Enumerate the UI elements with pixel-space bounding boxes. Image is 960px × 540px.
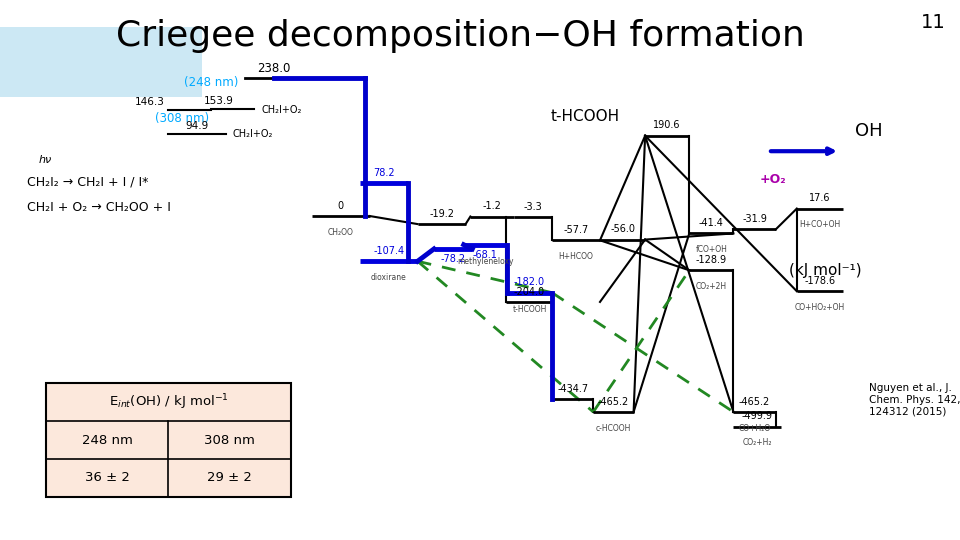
Text: Criegee decomposition−OH formation: Criegee decomposition−OH formation	[116, 19, 805, 53]
Text: 308 nm: 308 nm	[204, 434, 255, 447]
Text: CH₂I + O₂ → CH₂OO + I: CH₂I + O₂ → CH₂OO + I	[27, 201, 171, 214]
Text: CO+HO₂+OH: CO+HO₂+OH	[795, 303, 845, 312]
Text: CO₂+H₂: CO₂+H₂	[743, 438, 772, 448]
Text: -465.2: -465.2	[598, 396, 629, 407]
Text: -499.9: -499.9	[742, 411, 773, 421]
Text: CO+H₂O: CO+H₂O	[738, 424, 771, 433]
Text: -178.6: -178.6	[804, 276, 835, 286]
Text: 0: 0	[338, 200, 344, 211]
Text: 238.0: 238.0	[257, 62, 290, 75]
Text: -128.9: -128.9	[696, 255, 727, 265]
Text: -1.2: -1.2	[483, 201, 501, 211]
Text: OH: OH	[855, 123, 882, 140]
Text: 190.6: 190.6	[654, 120, 681, 130]
Text: 153.9: 153.9	[204, 96, 234, 106]
Text: (248 nm): (248 nm)	[184, 76, 238, 89]
Text: dioxirane: dioxirane	[371, 273, 407, 282]
Text: methyleneloxy: methyleneloxy	[457, 256, 514, 266]
Text: 11: 11	[921, 14, 946, 32]
Text: hν: hν	[38, 154, 52, 165]
Text: -182.0: -182.0	[514, 277, 545, 287]
Text: -19.2: -19.2	[429, 208, 454, 219]
Text: CH₂I+O₂: CH₂I+O₂	[261, 105, 301, 115]
Text: CH₂I₂ → CH₂I + I / I*: CH₂I₂ → CH₂I + I / I*	[27, 176, 148, 188]
Text: -41.4: -41.4	[699, 218, 724, 228]
Text: 94.9: 94.9	[185, 121, 208, 131]
Text: -31.9: -31.9	[742, 214, 767, 224]
Text: -68.1: -68.1	[473, 250, 497, 260]
Text: 146.3: 146.3	[135, 97, 165, 107]
Text: 29 ± 2: 29 ± 2	[207, 471, 252, 484]
Text: 248 nm: 248 nm	[82, 434, 132, 447]
Text: H+CO+OH: H+CO+OH	[800, 220, 840, 230]
Text: -465.2: -465.2	[739, 396, 770, 407]
Text: -3.3: -3.3	[523, 202, 542, 212]
Text: t-HCOOH: t-HCOOH	[513, 305, 546, 314]
Text: +O₂: +O₂	[759, 173, 786, 186]
Text: -56.0: -56.0	[610, 224, 636, 234]
Text: c-HCOOH: c-HCOOH	[596, 424, 631, 433]
Text: -78.2: -78.2	[441, 254, 466, 265]
Text: -57.7: -57.7	[564, 225, 588, 235]
Text: -107.4: -107.4	[373, 246, 404, 256]
Text: CH₂I+O₂: CH₂I+O₂	[232, 129, 273, 139]
Text: t-HCOOH: t-HCOOH	[551, 109, 620, 124]
Text: (308 nm): (308 nm)	[156, 112, 209, 125]
Text: Nguyen et al., J.
Chem. Phys. 142,
124312 (2015): Nguyen et al., J. Chem. Phys. 142, 12431…	[869, 383, 960, 416]
Text: 78.2: 78.2	[373, 167, 395, 178]
Text: E$_{int}$(OH) / kJ mol$^{-1}$: E$_{int}$(OH) / kJ mol$^{-1}$	[108, 393, 228, 412]
Text: fCO+OH: fCO+OH	[695, 245, 728, 254]
Text: (kJ mol⁻¹): (kJ mol⁻¹)	[789, 262, 862, 278]
Text: -204.0: -204.0	[514, 287, 544, 296]
FancyBboxPatch shape	[0, 27, 202, 97]
FancyBboxPatch shape	[46, 383, 291, 497]
Text: 17.6: 17.6	[809, 193, 830, 203]
Text: -434.7: -434.7	[557, 384, 588, 394]
Text: H+HCOO: H+HCOO	[559, 252, 593, 261]
Text: 36 ± 2: 36 ± 2	[84, 471, 130, 484]
Text: CH₂OO: CH₂OO	[328, 228, 353, 237]
Text: CO₂+2H: CO₂+2H	[696, 282, 727, 291]
